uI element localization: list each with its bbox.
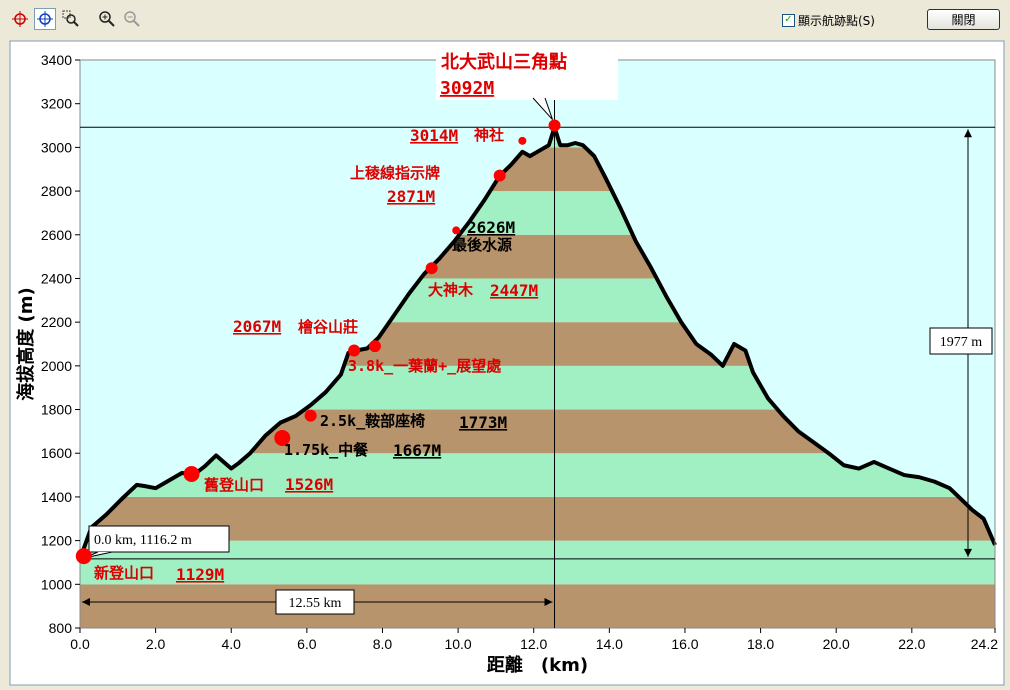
- y-tick-label: 1600: [41, 445, 72, 461]
- x-tick-label: 8.0: [373, 636, 393, 652]
- waypoint-marker: [183, 465, 200, 482]
- x-tick-label: 2.0: [146, 636, 166, 652]
- x-tick-label: 12.0: [520, 636, 547, 652]
- y-tick-label: 2000: [41, 358, 72, 374]
- waypoint-label: 檜谷山莊: [298, 318, 358, 336]
- distance-arrow-right: [544, 598, 553, 606]
- y-tick-label: 1400: [41, 489, 72, 505]
- waypoint-label: 上稜線指示牌: [350, 164, 440, 182]
- y-tick-label: 2600: [41, 227, 72, 243]
- y-tick-label: 2200: [41, 314, 72, 330]
- waypoint-label: 最後水源: [452, 236, 512, 254]
- elevation-band: [80, 496, 995, 541]
- summit-label: 北大武山三角點: [441, 51, 567, 73]
- y-tick-label: 2800: [41, 183, 72, 199]
- waypoint-marker: [452, 226, 461, 235]
- y-tick-label: 800: [49, 620, 73, 636]
- checkbox-check-icon: ✓: [782, 14, 795, 27]
- crosshair-blue-icon[interactable]: [34, 8, 56, 30]
- distance-arrow-left: [82, 598, 90, 606]
- waypoint-value: 2067M: [233, 317, 281, 336]
- waypoint-value: 1667M: [393, 441, 441, 460]
- waypoint-value: 2447M: [490, 281, 538, 300]
- elevation-profile-chart[interactable]: 800 1000 1200 1400 1600 1800 2000 2200 2400 2600 2…: [0, 40, 1010, 690]
- x-tick-label: 14.0: [596, 636, 623, 652]
- close-button[interactable]: 關閉: [927, 9, 1000, 30]
- waypoint-label: 3.8k_一葉蘭+_展望處: [348, 357, 502, 375]
- waypoint-label: 1.75k_中餐: [284, 441, 369, 459]
- waypoint-marker: [493, 169, 506, 182]
- waypoint-marker: [75, 548, 92, 565]
- waypoint-value: 1129M: [176, 565, 224, 584]
- y-axis-label: 海拔高度 (m): [15, 287, 37, 400]
- y-tick-label: 2400: [41, 270, 72, 286]
- summit-value: 3092M: [440, 78, 494, 99]
- coordinate-readout-text: 0.0 km, 1116.2 m: [94, 533, 192, 548]
- x-axis-label: 距離 (km): [487, 654, 588, 676]
- waypoint-marker: [274, 429, 291, 446]
- waypoint-label: 大神木: [428, 281, 474, 299]
- toolbar: ✓ 顯示航跡點(S) 關閉: [0, 0, 1010, 40]
- x-tick-label: 18.0: [747, 636, 774, 652]
- height-arrow-top: [964, 129, 972, 138]
- height-arrow-bottom: [964, 548, 972, 557]
- distance-box: [275, 589, 355, 615]
- waypoint-marker: [425, 262, 438, 275]
- waypoint-label: 新登山口: [94, 564, 154, 582]
- waypoint-marker: [518, 136, 527, 145]
- show-waypoints-label: 顯示航跡點(S): [798, 14, 875, 28]
- height-diff-box: [929, 327, 993, 355]
- x-tick-label: 0.0: [70, 636, 90, 652]
- y-tick-label: 1200: [41, 533, 72, 549]
- height-diff-label: 1977 m: [940, 335, 983, 350]
- zoom-out-icon[interactable]: [121, 8, 143, 30]
- y-tick-label: 3400: [41, 52, 72, 68]
- waypoint-marker: [368, 340, 381, 353]
- y-tick-label: 1000: [41, 576, 72, 592]
- waypoint-label: 舊登山口: [204, 476, 264, 494]
- x-tick-label: 22.0: [898, 636, 925, 652]
- x-tick-label: 24.2: [971, 636, 998, 652]
- zoom-region-icon[interactable]: [60, 8, 82, 30]
- x-tick-label: 10.0: [444, 636, 471, 652]
- show-waypoints-checkbox[interactable]: ✓ 顯示航跡點(S): [782, 12, 875, 29]
- y-tick-label: 3000: [41, 139, 72, 155]
- x-tick-label: 20.0: [823, 636, 850, 652]
- summit-callout-pointer: [532, 97, 553, 120]
- elevation-band: [80, 540, 995, 585]
- crosshair-red-icon[interactable]: [9, 8, 31, 30]
- waypoint-value: 2626M: [467, 218, 515, 237]
- waypoint-label: 神社: [474, 126, 504, 144]
- x-tick-label: 4.0: [222, 636, 242, 652]
- waypoint-marker: [304, 409, 317, 422]
- x-tick-label: 6.0: [297, 636, 317, 652]
- coordinate-readout-box: [88, 525, 230, 553]
- y-tick-label: 1800: [41, 402, 72, 418]
- summit-callout-box: [436, 48, 618, 100]
- x-tick-label: 16.0: [671, 636, 698, 652]
- waypoint-marker: [548, 119, 561, 132]
- waypoint-value: 1526M: [285, 475, 333, 494]
- y-tick-label: 3200: [41, 96, 72, 112]
- waypoint-marker: [348, 344, 361, 357]
- waypoint-value: 2871M: [387, 187, 435, 206]
- zoom-in-icon[interactable]: [96, 8, 118, 30]
- waypoint-value: 3014M: [410, 126, 458, 145]
- elevation-band: [80, 584, 995, 628]
- elevation-profile-line: [78, 125, 997, 560]
- distance-label: 12.55 km: [289, 596, 342, 611]
- waypoint-label: 2.5k_鞍部座椅: [320, 412, 425, 430]
- waypoint-value: 1773M: [459, 413, 507, 432]
